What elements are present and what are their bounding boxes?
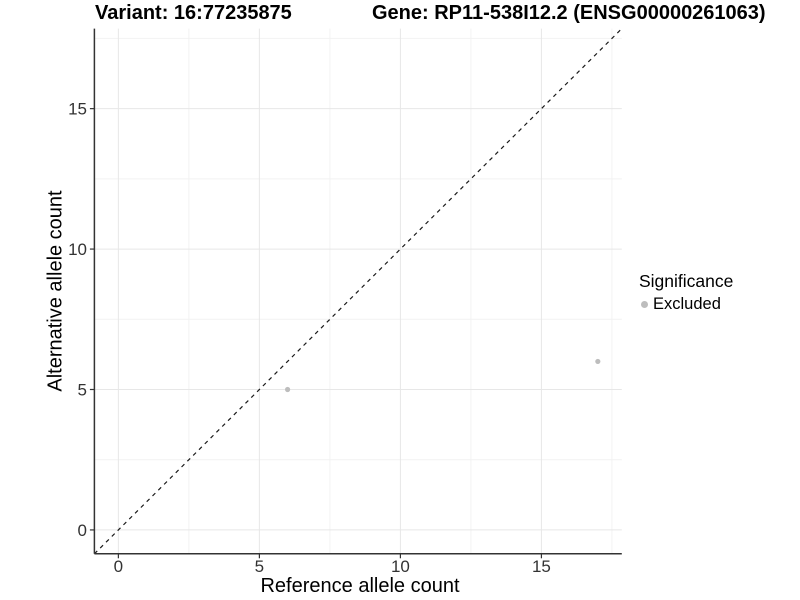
y-tick-label: 5 — [78, 380, 87, 399]
data-point — [284, 386, 291, 393]
x-axis-title: Reference allele count — [260, 575, 460, 597]
data-point — [595, 358, 601, 365]
legend: Significance Excluded — [639, 271, 733, 314]
plot-title-gene: Gene: RP11-538I12.2 (ENSG00000261063) — [372, 2, 766, 24]
legend-title: Significance — [639, 271, 734, 291]
x-tick-label: 0 — [114, 557, 123, 576]
identity-line — [93, 28, 623, 555]
x-tick-label: 5 — [255, 557, 264, 576]
y-tick-label: 0 — [78, 521, 87, 540]
legend-item-excluded: Excluded — [641, 295, 733, 314]
y-axis-title: Alternative allele count — [44, 190, 67, 392]
legend-point-icon — [641, 301, 648, 308]
x-tick-label: 10 — [391, 557, 410, 576]
y-tick-label: 10 — [68, 240, 87, 259]
y-tick-label: 15 — [68, 100, 87, 119]
legend-item-label: Excluded — [653, 295, 721, 313]
plot-title-variant: Variant: 16:77235875 — [95, 2, 292, 24]
x-tick-label: 15 — [532, 557, 551, 576]
